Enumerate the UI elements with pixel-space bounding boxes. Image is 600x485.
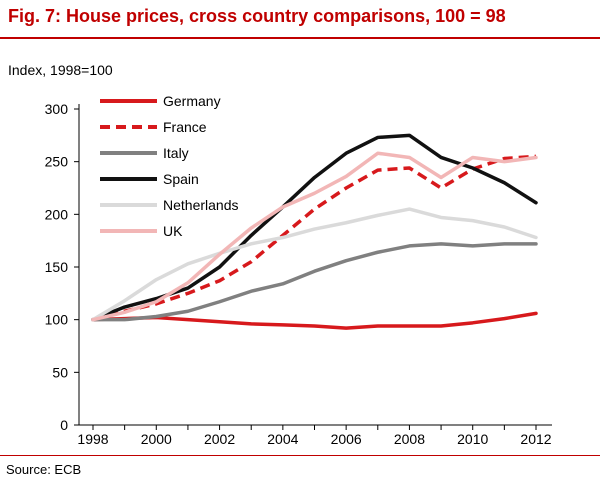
x-tick-label: 2012 (520, 431, 551, 447)
series-line-germany (91, 311, 538, 330)
series-line-netherlands (91, 207, 538, 322)
y-tick-label: 100 (45, 312, 69, 328)
series-line-uk (91, 151, 538, 322)
x-tick-label: 1998 (77, 431, 108, 447)
x-tick-label: 2004 (267, 431, 298, 447)
legend-label-france: France (163, 119, 207, 135)
x-axis: 1998 2000 2002 2004 2006 2008 2010 2012 (77, 425, 552, 447)
chart-title: Fig. 7: House prices, cross country comp… (8, 6, 506, 26)
y-tick-label: 300 (45, 101, 69, 117)
legend-label-uk: UK (163, 223, 183, 239)
y-axis-label: Index, 1998=100 (8, 62, 113, 78)
source-note: Source: ECB (6, 462, 82, 477)
title-divider (0, 37, 600, 39)
legend-label-spain: Spain (163, 171, 199, 187)
series-line-italy (91, 242, 538, 322)
legend: Germany France Italy Spain Netherlands UK (100, 93, 239, 239)
y-axis: 0 50 100 150 200 250 300 (45, 101, 79, 433)
x-tick-label: 2010 (457, 431, 488, 447)
y-tick-label: 250 (45, 154, 69, 170)
y-tick-label: 0 (60, 417, 68, 433)
x-tick-label: 2006 (331, 431, 362, 447)
footer-divider (0, 455, 600, 456)
y-tick-label: 200 (45, 206, 69, 222)
x-tick-label: 2000 (141, 431, 172, 447)
x-tick-label: 2008 (394, 431, 425, 447)
y-tick-label: 50 (52, 364, 68, 380)
line-chart: Index, 1998=100 0 50 100 150 200 250 300 1998 2… (8, 62, 552, 447)
legend-label-germany: Germany (163, 93, 221, 109)
legend-label-italy: Italy (163, 145, 189, 161)
legend-label-netherlands: Netherlands (163, 197, 239, 213)
series-lines (91, 133, 538, 330)
x-tick-label: 2002 (204, 431, 235, 447)
series-line-france (92, 154, 537, 322)
y-tick-label: 150 (45, 259, 69, 275)
